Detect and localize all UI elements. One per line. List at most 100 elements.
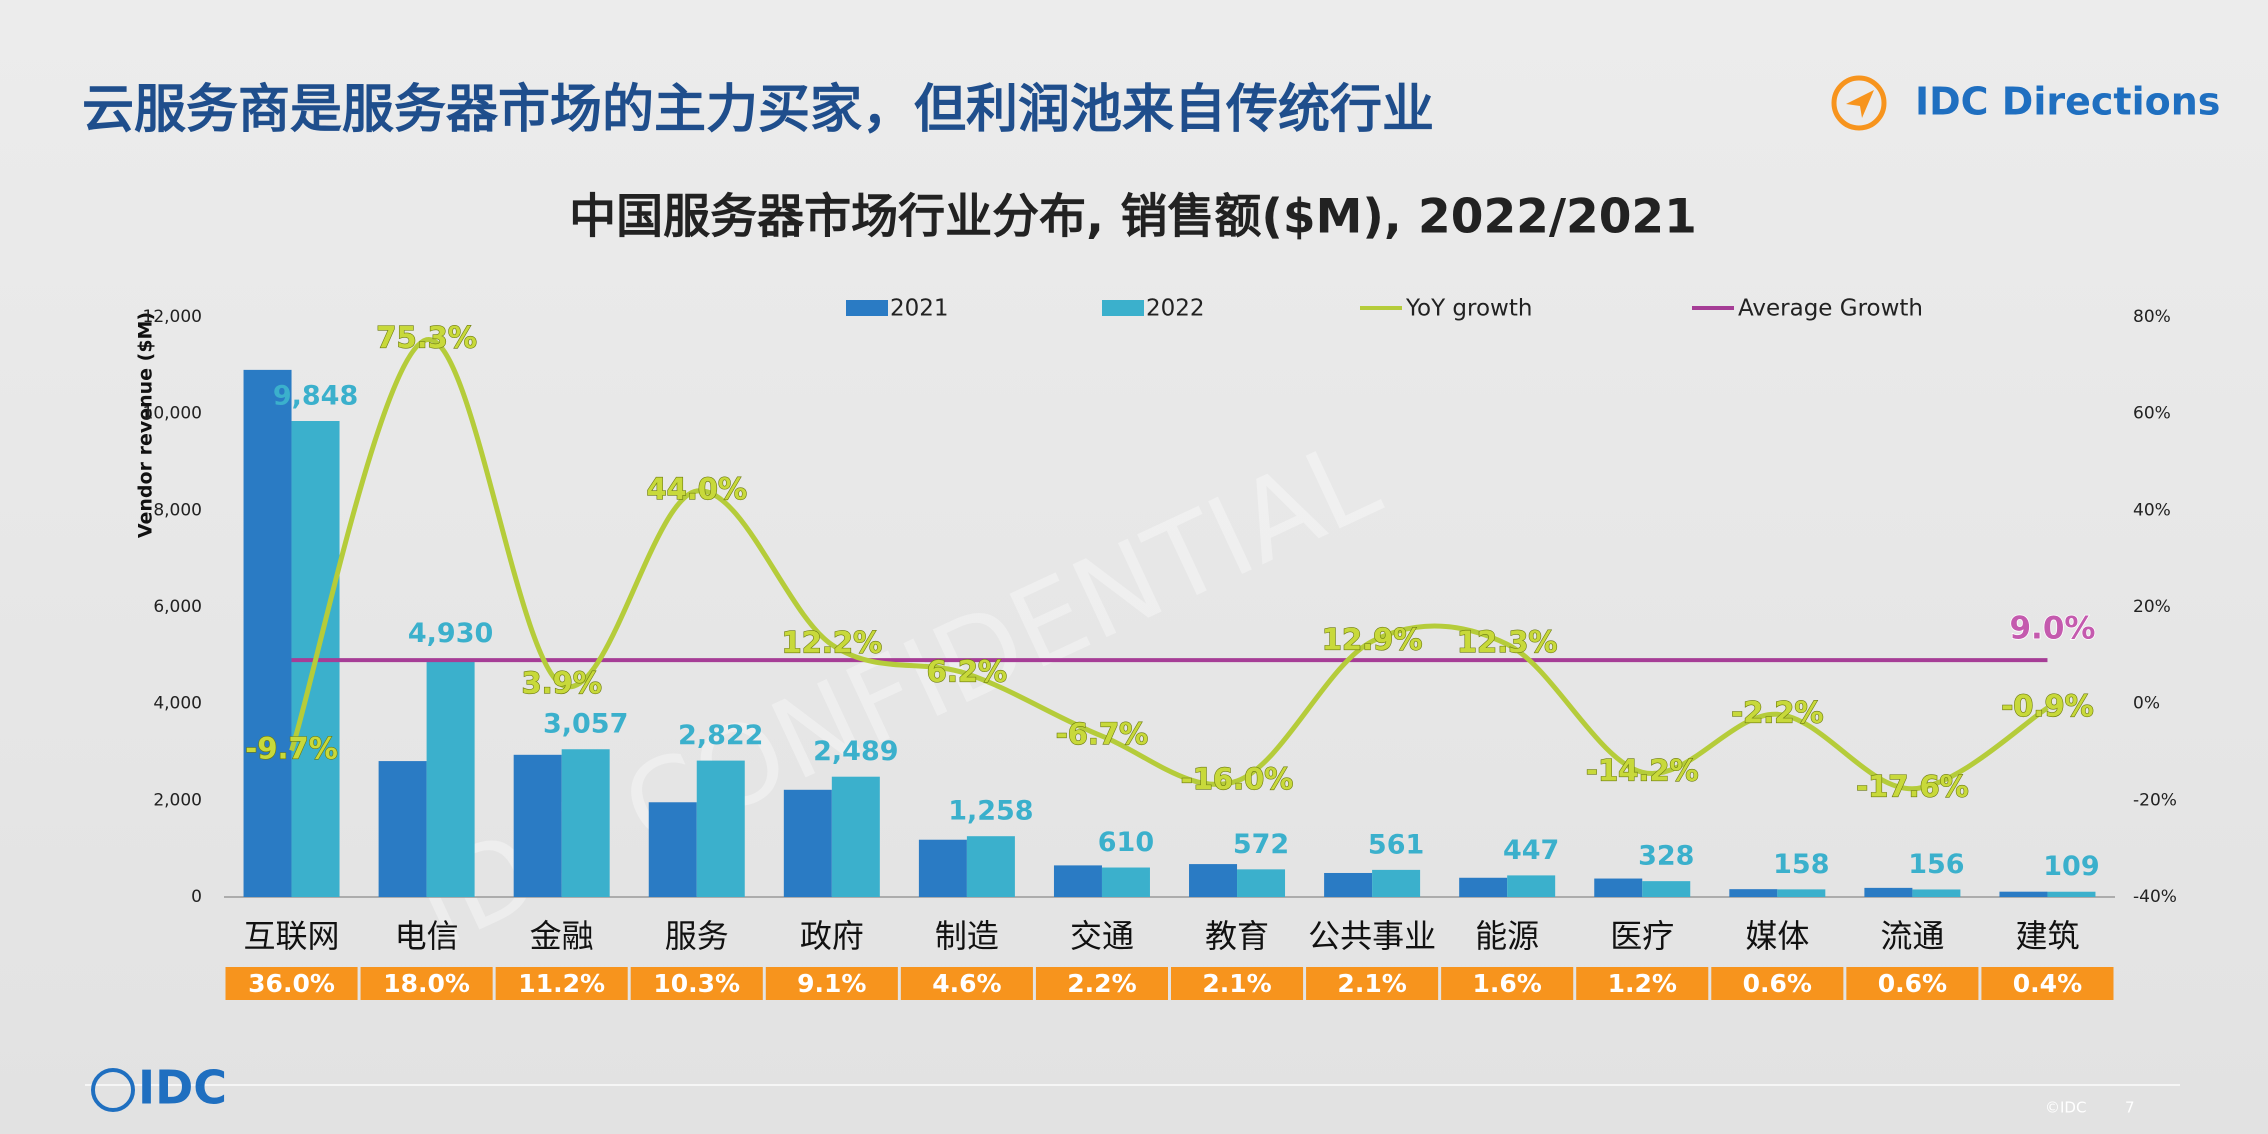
x-tick-label: 流通 [1880,917,1944,955]
growth-label: -0.9% [2001,689,2093,723]
growth-label: -17.6% [1856,770,1969,804]
share-cell [1576,967,1709,1000]
bar-value-label: 2,822 [678,720,763,751]
bar [1999,891,2048,897]
x-tick-label: 金融 [530,917,594,955]
share-label: 2.2% [1067,969,1136,998]
y-tick-label: 10,000 [143,404,202,424]
share-label: 1.6% [1473,969,1542,998]
share-label: 11.2% [518,969,605,998]
bar-value-label: 156 [1908,849,1964,880]
share-cell [225,967,358,1000]
y-tick-label: 12,000 [143,307,202,327]
share-cell [1035,967,1168,1000]
bar-value-label: 1,258 [948,796,1033,827]
y2-tick-label: 40% [2133,500,2171,520]
share-cell [1306,967,1439,1000]
y2-tick-label: -20% [2133,790,2177,810]
bar [783,789,832,897]
share-label: 10.3% [653,969,740,998]
bar [1864,887,1913,897]
y-tick-label: 8,000 [153,500,202,520]
bar [831,776,880,897]
bar [513,754,562,897]
y-tick-label: 4,000 [153,694,202,714]
share-label: 1.2% [1608,969,1677,998]
slide-title: 云服务商是服务器市场的主力买家，但利润池来自传统行业 [82,80,1434,140]
growth-label: 44.0% [646,472,747,506]
bar [243,369,292,897]
bar-value-label: 610 [1098,827,1154,858]
share-cell [1171,967,1304,1000]
share-label: 0.4% [2013,969,2082,998]
growth-label: -2.2% [1731,695,1823,729]
x-tick-label: 制造 [935,917,999,955]
legend-label: YoY growth [1405,296,1532,322]
growth-label: 3.9% [521,666,601,700]
bar [1459,877,1508,897]
share-cell [765,967,898,1000]
bar-value-label: 447 [1503,835,1559,866]
bar-value-label: 572 [1233,829,1289,860]
bar [378,761,427,897]
bar [1642,881,1691,897]
growth-label: -14.2% [1586,753,1699,787]
bar-value-label: 158 [1773,849,1829,880]
bar-value-label: 9,848 [273,381,358,412]
share-cell [360,967,493,1000]
bar [918,839,967,897]
x-tick-label: 媒体 [1745,917,1809,955]
share-cell [1711,967,1844,1000]
x-tick-label: 交通 [1070,917,1134,955]
growth-label: 12.9% [1322,622,1423,656]
bar [1594,878,1643,897]
x-tick-label: 能源 [1475,917,1539,955]
growth-label: -16.0% [1181,762,1294,796]
chart-title: 中国服务器市场行业分布, 销售额($M), 2022/2021 [569,190,1697,245]
bar [1777,889,1826,897]
share-cell [495,967,628,1000]
brand-logo: IDC Directions [1831,75,2220,131]
bar [1507,875,1556,897]
logo-ring [1831,75,1887,131]
y2-tick-label: 20% [2133,597,2171,617]
bar [696,760,745,897]
copyright: ©IDC [2045,1099,2086,1117]
x-tick-label: 教育 [1205,917,1269,955]
x-tick-label: 电信 [395,917,459,955]
x-tick-label: 医疗 [1610,917,1674,955]
growth-label: -9.7% [245,732,337,766]
logo-arrow [1846,90,1874,118]
share-label: 2.1% [1202,969,1271,998]
y-tick-label: 0 [191,887,202,907]
growth-label: 12.2% [782,626,883,660]
bar [1912,889,1961,897]
share-label: 18.0% [383,969,470,998]
bar [561,749,610,897]
bar [966,836,1015,897]
bar [1101,867,1150,897]
y2-tick-label: 80% [2133,307,2171,327]
share-cell [1441,967,1574,1000]
x-tick-label: 服务 [665,917,729,955]
share-cell [900,967,1033,1000]
share-cell [1846,967,1979,1000]
legend-swatch [846,300,888,316]
share-label: 2.1% [1337,969,1406,998]
y2-tick-label: -40% [2133,887,2177,907]
share-label: 4.6% [932,969,1001,998]
y2-tick-label: 60% [2133,404,2171,424]
legend-swatch [1102,300,1144,316]
legend-label: 2022 [1146,296,1205,322]
bar [1053,865,1102,897]
y-tick-label: 6,000 [153,597,202,617]
bar [1324,872,1373,897]
x-tick-label: 公共事业 [1308,917,1436,955]
bar [1729,889,1778,897]
footer-logo-text: IDC [138,1061,227,1115]
bar-value-label: 4,930 [408,618,493,649]
y2-tick-label: 0% [2133,694,2160,714]
bar [1372,869,1421,897]
legend-label: 2021 [890,296,949,322]
